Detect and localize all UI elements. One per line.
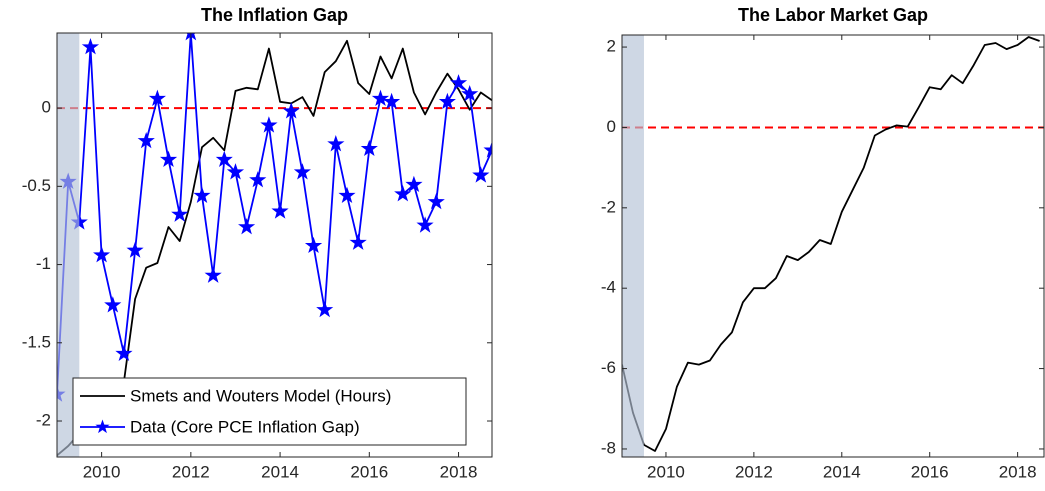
x-tick-label: 2014	[261, 462, 299, 481]
y-tick-label: -0.5	[22, 176, 51, 195]
shaded-period	[622, 35, 644, 457]
data-point	[171, 205, 189, 222]
data-point	[193, 186, 211, 204]
data-point	[383, 92, 401, 110]
y-tick-label: 0	[42, 98, 51, 117]
x-tick-label: 2012	[172, 462, 210, 481]
data-point	[293, 163, 311, 180]
x-tick-label: 2016	[350, 462, 388, 481]
series-line	[57, 39, 492, 457]
y-tick-label: -1.5	[22, 332, 51, 351]
y-tick-label: -2	[601, 197, 616, 216]
x-tick-label: 2014	[823, 462, 861, 481]
data-point	[260, 116, 278, 133]
data-point	[238, 217, 256, 235]
data-point	[104, 296, 122, 313]
data-point	[93, 246, 111, 263]
data-point	[159, 150, 178, 168]
plot-area	[57, 33, 492, 457]
data-point	[327, 135, 345, 152]
y-tick-label: -8	[601, 438, 616, 457]
data-point	[338, 186, 356, 204]
axes-frame	[56, 32, 493, 458]
data-point	[316, 300, 334, 318]
data-point	[204, 266, 222, 283]
x-tick-label: 2010	[647, 462, 685, 481]
legend-label: Data (Core PCE Inflation Gap)	[130, 417, 360, 436]
y-tick-label: 2	[607, 37, 616, 56]
data-point	[416, 216, 434, 233]
data-point	[115, 344, 133, 362]
data-point	[81, 38, 100, 55]
data-point	[449, 74, 468, 91]
chart-title: The Inflation Gap	[201, 5, 348, 25]
y-tick-label: -2	[36, 410, 51, 429]
data-point	[282, 102, 300, 119]
y-tick-label: -6	[601, 358, 616, 377]
axes-frame	[621, 34, 1045, 458]
data-point	[226, 163, 245, 180]
data-point	[126, 241, 144, 258]
series-line	[57, 33, 492, 395]
x-tick-label: 2016	[911, 462, 949, 481]
data-point	[304, 236, 323, 254]
x-tick-label: 2018	[440, 462, 478, 481]
data-point	[427, 192, 445, 210]
plot-area	[622, 35, 1044, 457]
data-point	[483, 141, 492, 158]
legend-marker	[95, 419, 110, 434]
data-point	[249, 171, 267, 188]
data-point	[137, 131, 155, 149]
data-point	[394, 185, 412, 202]
data-point	[472, 166, 490, 183]
series-line	[622, 36, 1040, 452]
data-point	[360, 139, 378, 157]
data-point	[371, 89, 390, 107]
chart-title: The Labor Market Gap	[738, 5, 928, 25]
data-point	[461, 84, 479, 102]
data-point	[215, 150, 233, 168]
y-tick-label: 0	[607, 117, 616, 136]
y-tick-label: -4	[601, 278, 616, 297]
legend-box	[72, 377, 467, 446]
data-point	[349, 233, 367, 250]
y-tick-label: -1	[36, 254, 51, 273]
x-tick-label: 2018	[999, 462, 1037, 481]
data-point	[438, 92, 456, 110]
shaded-period	[57, 33, 80, 457]
data-point	[405, 175, 423, 193]
x-tick-label: 2012	[735, 462, 773, 481]
data-point	[271, 202, 289, 219]
legend-label: Smets and Wouters Model (Hours)	[130, 386, 391, 405]
x-tick-label: 2010	[83, 462, 121, 481]
data-point	[148, 89, 166, 107]
